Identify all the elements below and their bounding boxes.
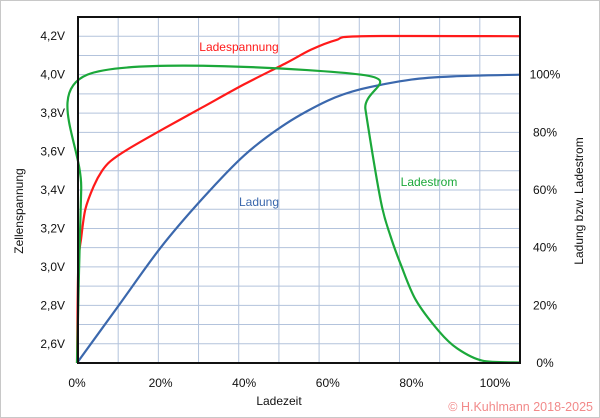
y-left-tick-label: 4,0V bbox=[40, 68, 65, 82]
y-right-tick-label: 80% bbox=[533, 125, 557, 139]
grid bbox=[78, 17, 520, 363]
series-layer bbox=[66, 34, 521, 364]
y-left-tick-label: 2,8V bbox=[40, 298, 65, 312]
series-line-ladung bbox=[76, 73, 521, 364]
y-left-axis-title: Zellenspannung bbox=[12, 168, 26, 253]
plot-frame bbox=[77, 16, 521, 364]
y-left-tick-label: 3,0V bbox=[40, 260, 65, 274]
y-left-tick-label: 3,6V bbox=[40, 145, 65, 159]
y-right-tick-label: 40% bbox=[533, 241, 557, 255]
x-tick-label: 40% bbox=[232, 376, 256, 390]
series-line-ladespannung bbox=[75, 34, 521, 364]
label-ladung: Ladung bbox=[239, 195, 279, 209]
y-left-tick-label: 3,4V bbox=[40, 183, 65, 197]
y-right-tick-label: 0% bbox=[536, 356, 554, 370]
y-right-axis-title: Ladung bzw. Ladestrom bbox=[572, 137, 586, 264]
y-left-tick-label: 4,2V bbox=[40, 29, 65, 43]
series-line-ladestrom bbox=[66, 64, 521, 364]
y-left-tick-label: 3,2V bbox=[40, 221, 65, 235]
y-right-tick-label: 20% bbox=[533, 298, 557, 312]
x-tick-label: 100% bbox=[480, 376, 511, 390]
y-left-tick-label: 3,8V bbox=[40, 106, 65, 120]
x-tick-label: 0% bbox=[68, 376, 86, 390]
copyright-notice: © H.Kuhlmann 2018-2025 bbox=[448, 400, 593, 414]
x-axis-title: Ladezeit bbox=[256, 394, 302, 408]
label-ladestrom: Ladestrom bbox=[401, 175, 458, 189]
x-tick-label: 20% bbox=[149, 376, 173, 390]
x-tick-label: 60% bbox=[316, 376, 340, 390]
y-left-tick-label: 2,6V bbox=[40, 337, 65, 351]
y-right-tick-label: 60% bbox=[533, 183, 557, 197]
x-tick-label: 80% bbox=[399, 376, 423, 390]
tick-labels: 0% 20% 40% 60% 80% 100% 4,2V 4,0V 3,8V 3,6V 3,4V 3,… bbox=[40, 29, 560, 390]
label-ladespannung: Ladespannung bbox=[199, 40, 278, 54]
y-right-tick-label: 100% bbox=[530, 68, 561, 82]
